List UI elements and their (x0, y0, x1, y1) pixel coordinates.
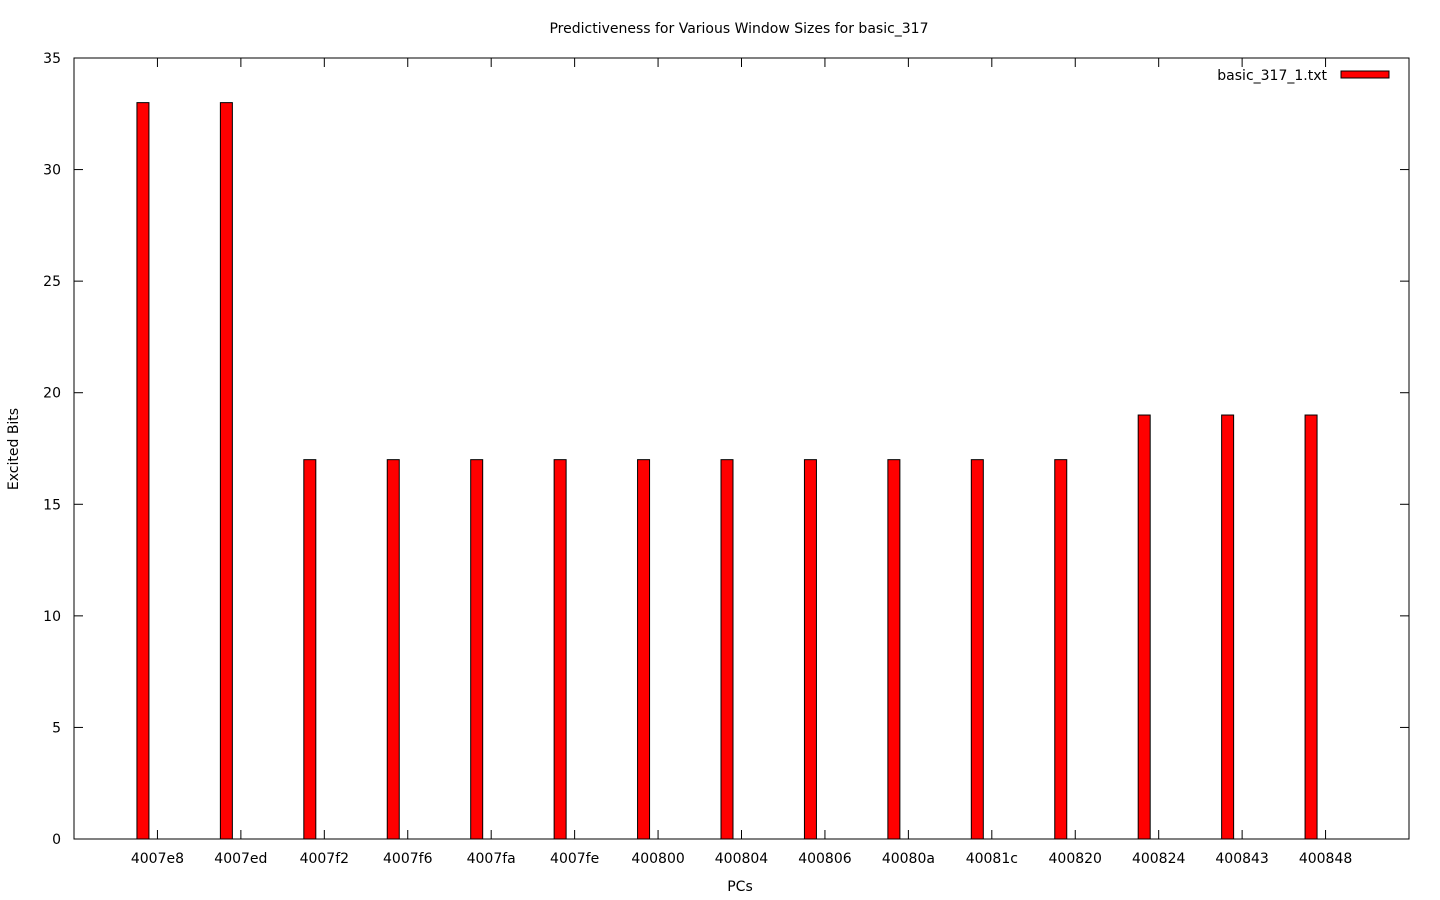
y-tick-label-4: 20 (43, 386, 61, 402)
legend-swatch (1340, 70, 1390, 79)
x-tick-label-4007f2: 4007f2 (300, 851, 349, 867)
x-axis-label: PCs (727, 879, 753, 895)
x-tick-label-4007fa: 4007fa (467, 851, 516, 867)
x-tick-label-4007e8: 4007e8 (131, 851, 184, 867)
bar-4007f6 (386, 459, 400, 840)
x-tick-label-400800: 400800 (631, 851, 684, 867)
y-tick-label-1: 5 (52, 720, 61, 736)
bar-series (136, 102, 1318, 840)
bar-400806 (803, 459, 817, 840)
bar-4007fa (470, 459, 484, 840)
x-tick-label-4007fe: 4007fe (550, 851, 599, 867)
x-tick-label-40081c: 40081c (966, 851, 1018, 867)
x-tick-label-40080a: 40080a (882, 851, 935, 867)
bar-400843 (1221, 414, 1235, 840)
chart-title: Predictiveness for Various Window Sizes … (549, 21, 928, 37)
x-tick-label-400804: 400804 (715, 851, 769, 867)
bar-40081c (970, 459, 984, 840)
x-tick-label-400820: 400820 (1049, 851, 1102, 867)
legend-label: basic_317_1.txt (1217, 68, 1327, 84)
y-axis-ticks: 0 5 10 15 20 25 30 35 (43, 51, 1409, 848)
bar-4007f2 (303, 459, 317, 840)
x-tick-label-400848: 400848 (1299, 851, 1352, 867)
bar-400848 (1304, 414, 1318, 840)
plot-frame (73, 57, 1410, 840)
bar-400800 (637, 459, 651, 840)
bar-40080a (887, 459, 901, 840)
bar-400824 (1137, 414, 1151, 840)
bar-4007e8 (136, 102, 150, 840)
y-tick-label-3: 15 (43, 497, 61, 513)
x-tick-label-4007f6: 4007f6 (383, 851, 433, 867)
y-tick-label-7: 35 (43, 51, 61, 67)
bar-400804 (720, 459, 734, 840)
y-tick-label-5: 25 (43, 274, 61, 290)
y-tick-label-2: 10 (43, 609, 61, 625)
x-tick-label-4007ed: 4007ed (214, 851, 267, 867)
y-axis-label: Excited Bits (6, 408, 22, 490)
x-tick-label-400824: 400824 (1132, 851, 1186, 867)
bar-4007ed (219, 102, 233, 840)
x-tick-label-400843: 400843 (1215, 851, 1268, 867)
x-axis-ticks: 4007e8 4007ed 4007f2 4007f6 4007fa 4007fe 4008… (131, 58, 1352, 867)
bar-400820 (1054, 459, 1068, 840)
bar-4007fe (553, 459, 567, 840)
y-tick-label-6: 30 (43, 163, 61, 179)
legend: basic_317_1.txt (1217, 68, 1390, 84)
x-tick-label-400806: 400806 (798, 851, 852, 867)
y-tick-label-0: 0 (52, 832, 61, 848)
